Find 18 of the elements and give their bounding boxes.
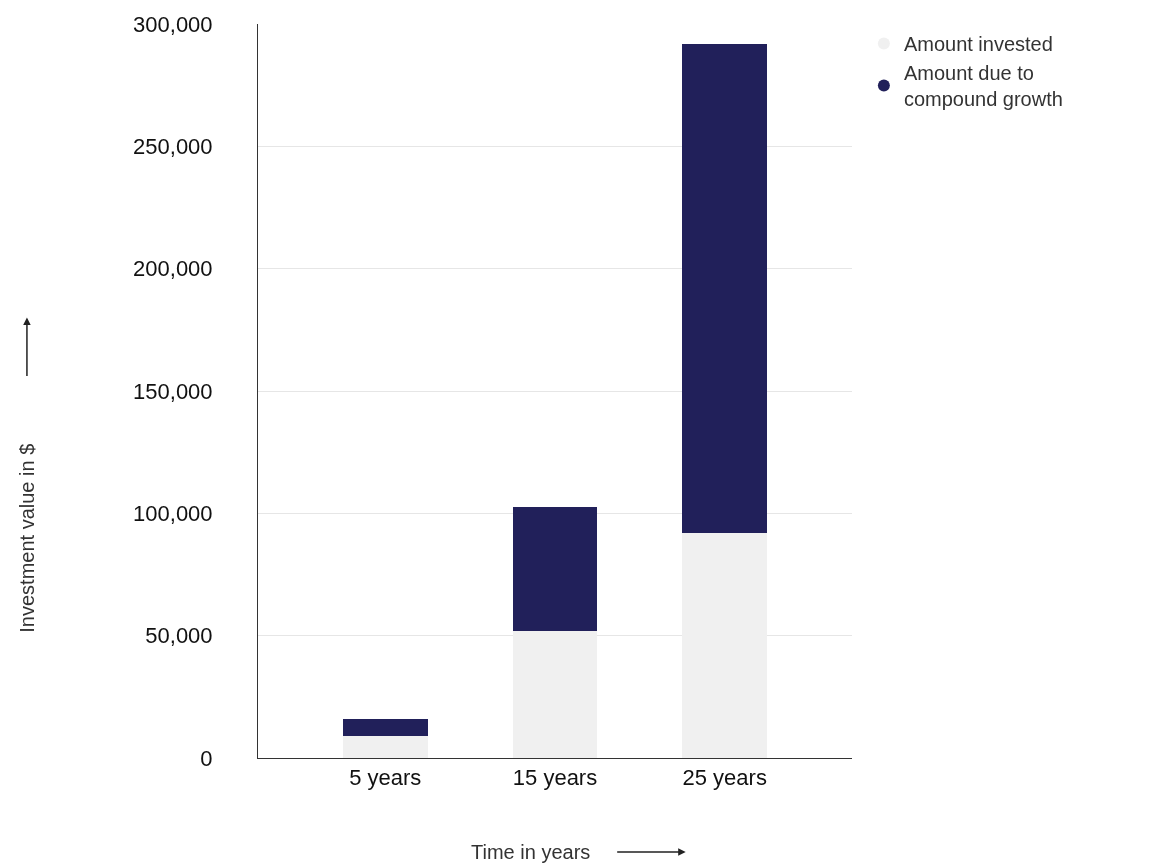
legend-label: Amount due to compound growth	[903, 62, 1063, 111]
bar	[342, 718, 428, 736]
x-axis-title: Time in years	[471, 841, 591, 863]
y-axis-title: Investment value in $	[16, 443, 39, 633]
bar	[512, 507, 598, 631]
bar	[342, 735, 428, 758]
y-tick-label: 100,000	[133, 501, 213, 527]
y-tick-label: 300,000	[133, 11, 213, 37]
y-tick-label: 50,000	[145, 623, 213, 649]
bar	[682, 43, 768, 533]
x-tick-label: 5 years	[349, 765, 422, 791]
y-tick-label: 250,000	[133, 134, 213, 160]
legend-label: Amount invested	[903, 33, 1053, 56]
x-tick-label: 25 years	[682, 765, 767, 791]
x-tick-label: 15 years	[512, 765, 598, 791]
y-tick-label: 0	[200, 745, 213, 771]
y-tick-label: 200,000	[133, 256, 213, 282]
y-tick-label: 150,000	[133, 378, 213, 404]
